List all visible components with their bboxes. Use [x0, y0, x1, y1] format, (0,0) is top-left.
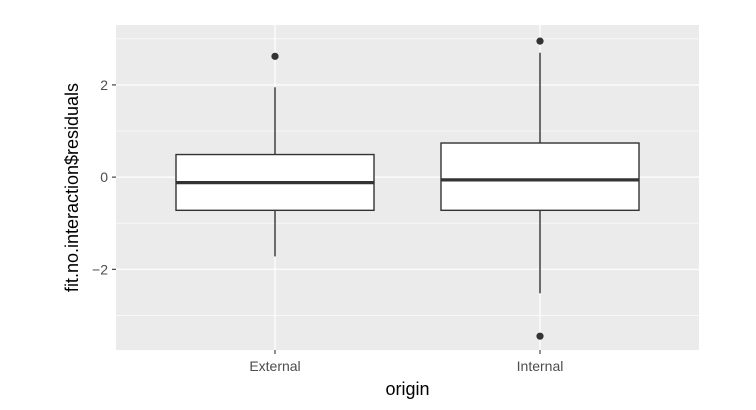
- y-axis-title: fit.no.interaction$residuals: [62, 83, 82, 292]
- boxes: [175, 37, 640, 340]
- outlier-point: [536, 332, 544, 340]
- outlier-point: [536, 37, 544, 45]
- y-tick-label: 0: [100, 169, 108, 185]
- x-axis-title: origin: [385, 379, 429, 399]
- box-internal: [440, 37, 640, 340]
- box-external: [175, 52, 375, 257]
- y-tick-label: 2: [100, 77, 108, 93]
- axes: −2 0 2 External Internal: [92, 77, 563, 374]
- outlier-point: [271, 52, 279, 60]
- y-tick-label: −2: [92, 261, 108, 277]
- x-tick-label: External: [249, 358, 300, 374]
- iqr-box: [440, 142, 640, 212]
- x-tick-label: Internal: [517, 358, 564, 374]
